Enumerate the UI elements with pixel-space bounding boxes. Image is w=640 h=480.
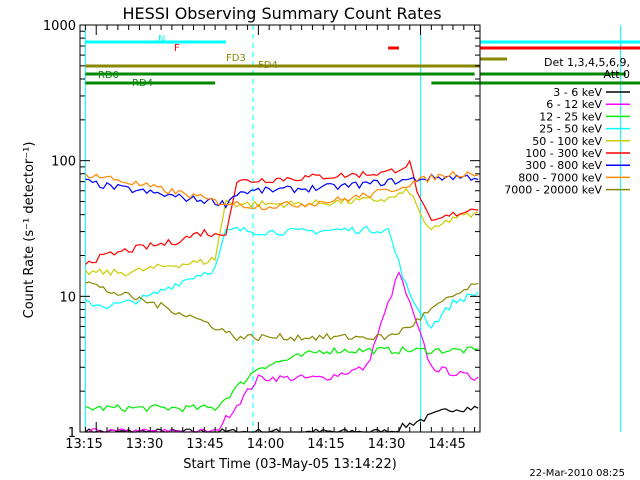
x-tick-label-1430: 14:30	[368, 437, 405, 452]
legend-label-3: 25 - 50 keV	[539, 123, 602, 136]
x-axis-ticks: 13:15 13:30 13:45 14:00 14:15 14:30 14:45	[65, 25, 476, 452]
series-line-4	[84, 187, 479, 277]
legend-label-8: 7000 - 20000 keV	[504, 184, 602, 197]
legend-label-4: 50 - 100 keV	[532, 135, 602, 148]
series-line-0	[85, 405, 479, 433]
legend-title-line-2: Att 0	[604, 68, 630, 81]
y-axis-label: Count Rate (s⁻¹ detector⁻¹)	[22, 142, 37, 319]
series-line-6	[85, 173, 479, 209]
x-tick-label-1445: 14:45	[428, 437, 465, 452]
flag-band-label-rd4: RD4	[132, 78, 153, 89]
y-tick-label-10: 10	[59, 290, 76, 305]
flag-band-label-rd0: RD0	[98, 70, 119, 81]
legend-label-1: 6 - 12 keV	[546, 98, 602, 111]
flag-band-label-n: N	[158, 34, 165, 45]
x-tick-label-1415: 14:15	[307, 437, 344, 452]
y-axis-ticks: 1 10 100 1000	[43, 19, 480, 441]
x-tick-label-1345: 13:45	[186, 437, 223, 452]
y-tick-label-100: 100	[51, 155, 76, 170]
flag-band-label-fd4: FD4	[258, 60, 278, 71]
legend-label-0: 3 - 6 keV	[553, 86, 602, 99]
x-tick-label-1315: 13:15	[65, 437, 102, 452]
legend-label-2: 12 - 25 keV	[539, 110, 602, 123]
series-line-5	[84, 159, 479, 265]
series-line-7	[84, 170, 479, 211]
legend-title-line-1: Det 1,3,4,5,6,9,	[544, 56, 630, 69]
x-tick-label-1400: 14:00	[247, 437, 284, 452]
flag-band-label-fd3: FD3	[226, 53, 246, 64]
y-tick-label-1000: 1000	[43, 19, 76, 34]
legend-label-7: 800 - 7000 keV	[518, 171, 602, 184]
chart-title: HESSI Observing Summary Count Rates	[122, 4, 441, 23]
series-line-2	[85, 346, 479, 413]
x-tick-label-1330: 13:30	[126, 437, 163, 452]
y-tick-label-1: 1	[68, 426, 76, 441]
legend-label-5: 100 - 300 keV	[525, 147, 602, 160]
timestamp: 22-Mar-2010 08:25	[529, 468, 625, 479]
series-line-1	[85, 270, 479, 433]
flag-band-label-f: F	[174, 43, 180, 54]
x-axis-label: Start Time (03-May-05 13:14:22)	[183, 457, 397, 472]
series-line-3	[85, 225, 479, 329]
legend-label-6: 300 - 800 keV	[525, 159, 602, 172]
series-line-8	[85, 281, 479, 342]
